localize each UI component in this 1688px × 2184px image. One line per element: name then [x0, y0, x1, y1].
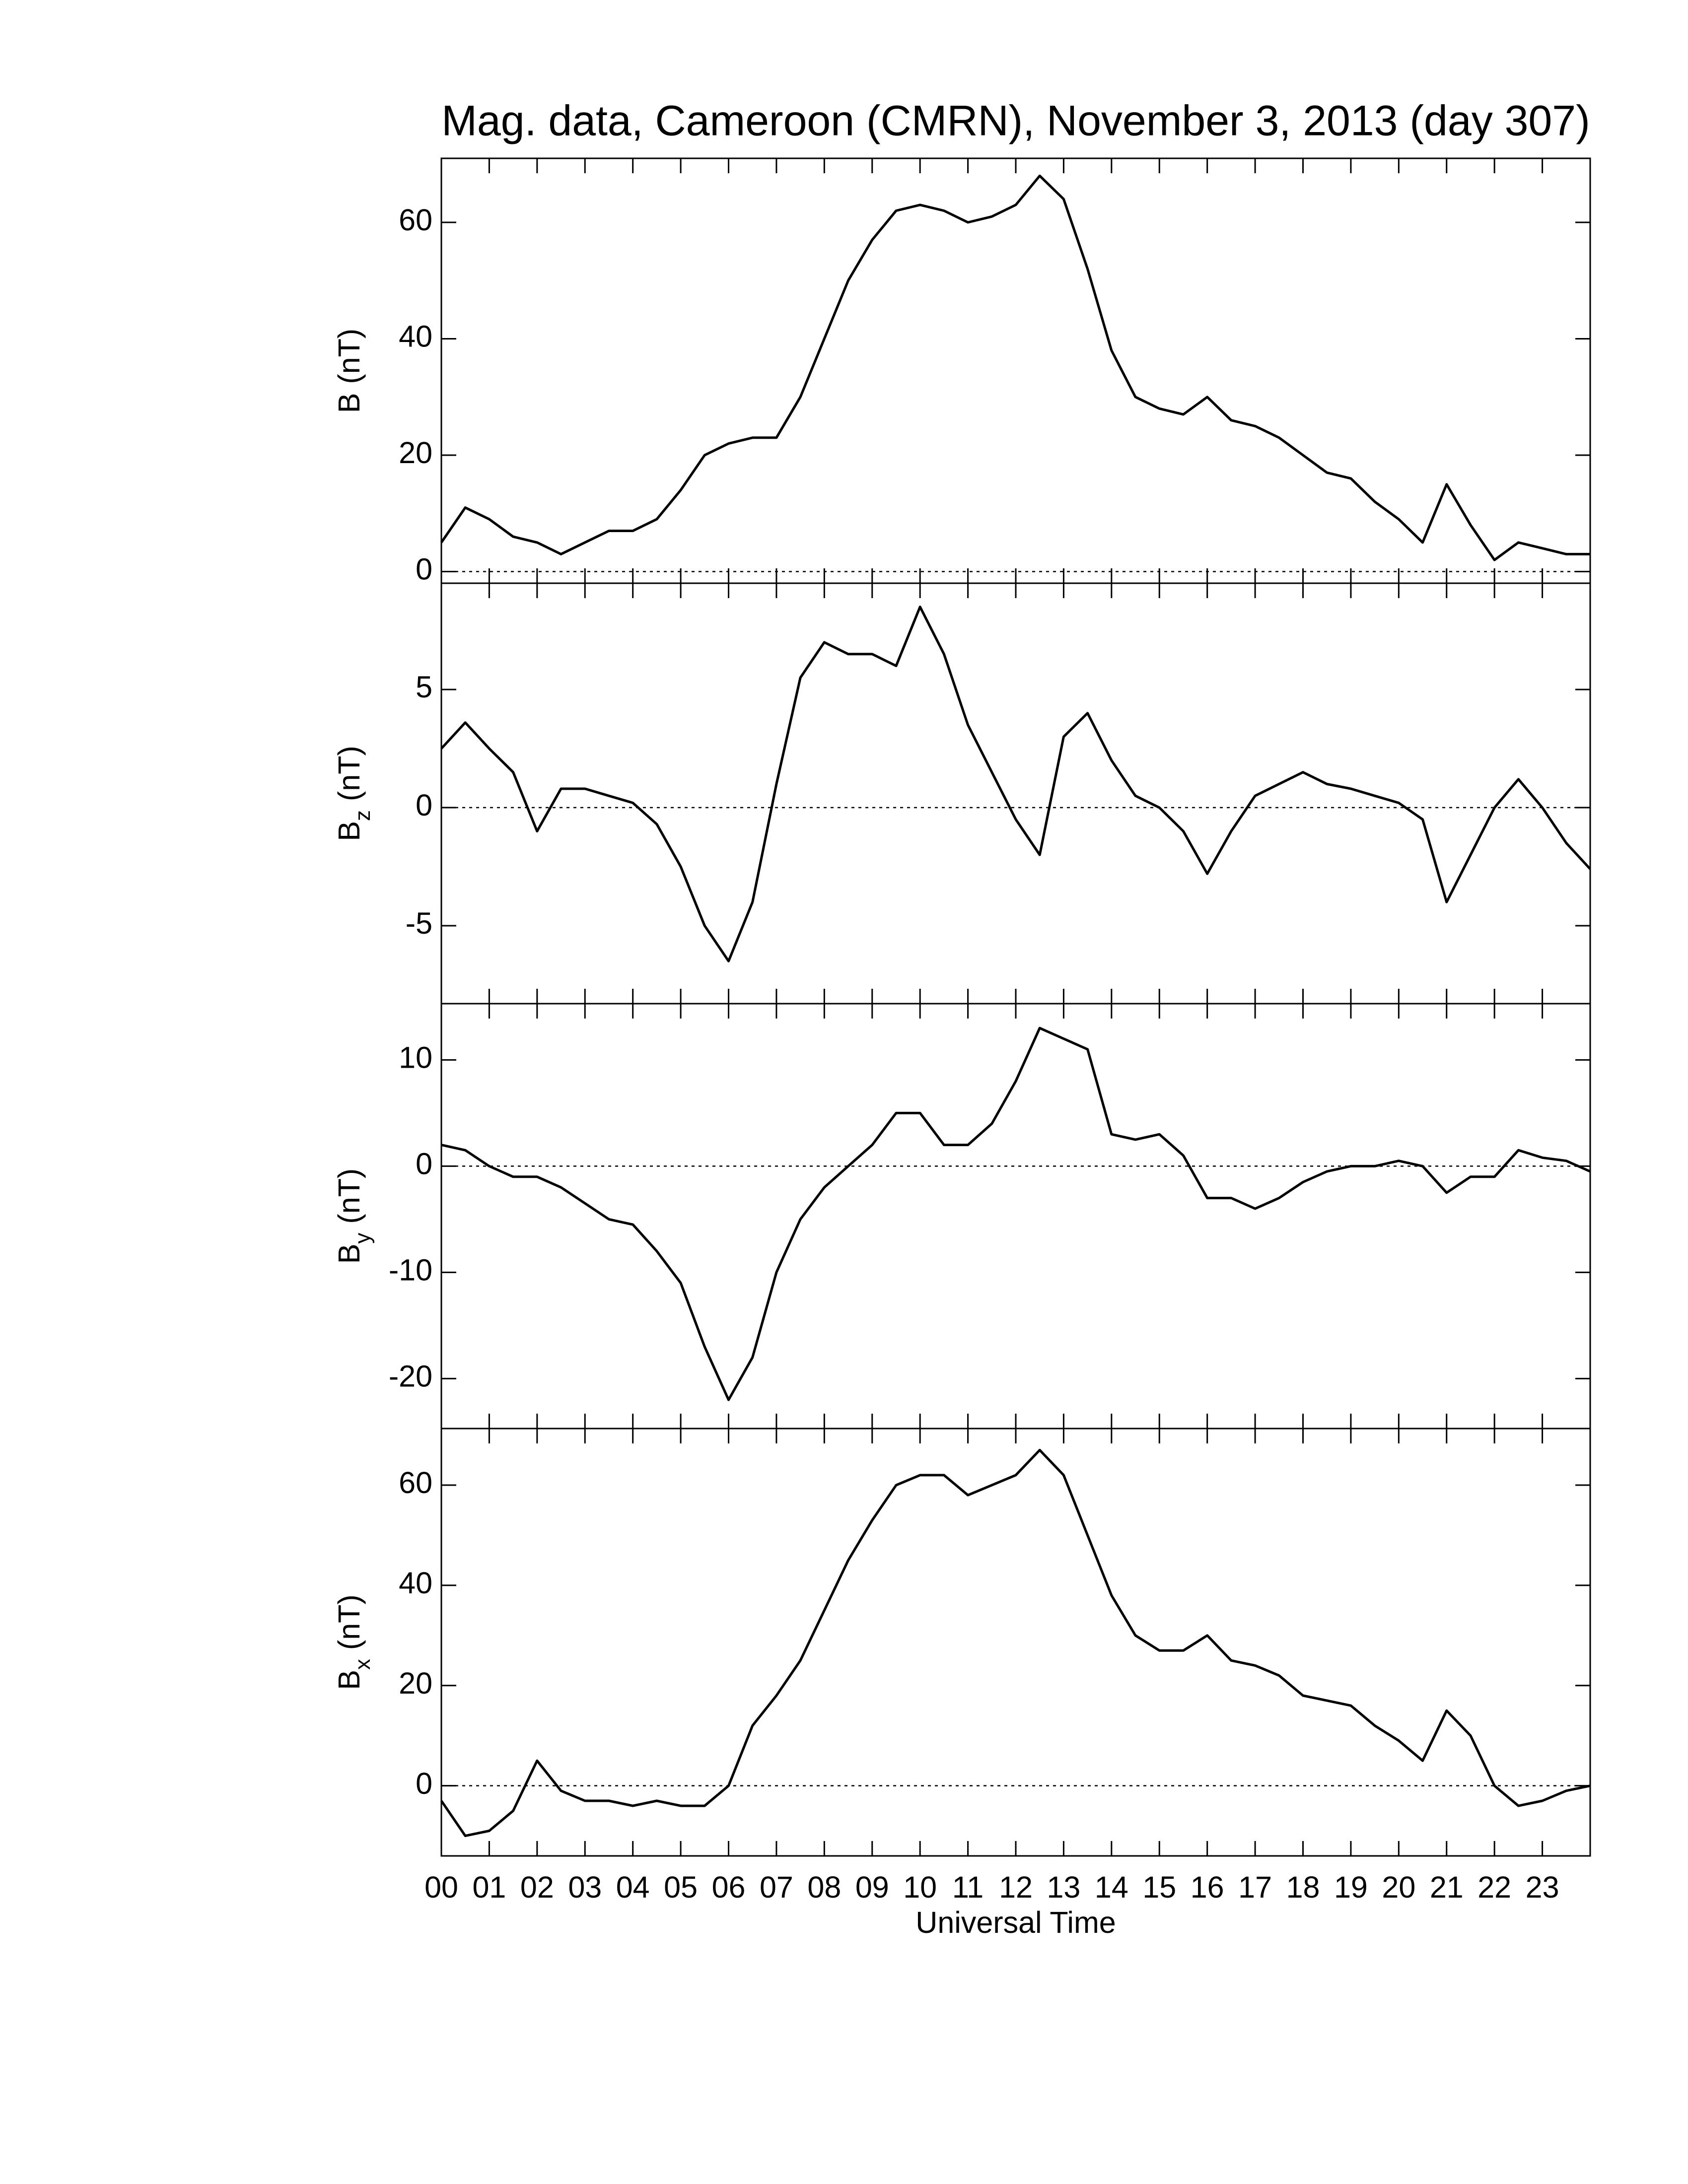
plot-frame [440, 157, 1591, 584]
y-axis-label-main: B [332, 393, 366, 413]
y-axis-label-unit: (nT) [332, 1594, 366, 1650]
y-tick-label: 0 [416, 1147, 432, 1181]
x-tick-label: 07 [760, 1870, 793, 1904]
x-tick-label: 20 [1382, 1870, 1415, 1904]
y-tick-label: 10 [399, 1041, 432, 1075]
x-tick-label: 15 [1142, 1870, 1176, 1904]
y-axis-label-sub: x [351, 1659, 375, 1670]
y-tick-label: 20 [399, 436, 432, 470]
x-tick-label: 17 [1238, 1870, 1272, 1904]
x-tick-label: 12 [999, 1870, 1033, 1904]
data-line [440, 1448, 1591, 1838]
chart-title: Mag. data, Cameroon (CMRN), November 3, … [441, 97, 1590, 145]
x-tick-label: 00 [424, 1870, 458, 1904]
x-tick-label: 23 [1526, 1870, 1559, 1904]
y-axis-label-unit: (nT) [332, 746, 366, 801]
x-tick-label: 03 [568, 1870, 602, 1904]
x-tick-label: 08 [807, 1870, 841, 1904]
y-axis-label: Bx (nT) [332, 1594, 375, 1690]
y-tick-label: -20 [389, 1360, 432, 1393]
y-axis-label-unit: (nT) [332, 329, 366, 384]
y-tick-label: 0 [416, 788, 432, 822]
x-tick-label: 14 [1095, 1870, 1128, 1904]
y-axis-label-sub: z [351, 810, 375, 821]
y-axis-label: By (nT) [332, 1168, 375, 1264]
x-tick-label: 10 [903, 1870, 937, 1904]
x-axis-label: Universal Time [915, 1906, 1116, 1939]
data-line [440, 606, 1591, 962]
y-axis-label: Bz (nT) [332, 746, 375, 841]
y-tick-label: 20 [399, 1666, 432, 1700]
y-tick-label: 40 [399, 1566, 432, 1600]
y-tick-label: 0 [416, 552, 432, 586]
y-axis-label: B (nT) [332, 329, 366, 413]
x-tick-label: 06 [712, 1870, 746, 1904]
y-axis-label-unit: (nT) [332, 1168, 366, 1224]
x-tick-label: 11 [952, 1870, 984, 1904]
x-tick-label: 19 [1334, 1870, 1368, 1904]
y-tick-label: -5 [406, 906, 432, 940]
y-axis-label-main: B [332, 1244, 366, 1264]
x-tick-label: 21 [1430, 1870, 1464, 1904]
y-tick-label: -10 [389, 1253, 432, 1287]
x-tick-label: 05 [664, 1870, 698, 1904]
plot-frame [440, 1003, 1591, 1430]
y-tick-label: 0 [416, 1767, 432, 1800]
x-tick-label: 13 [1047, 1870, 1080, 1904]
data-line [441, 1026, 1591, 1401]
y-axis-label-main: B [332, 821, 366, 841]
data-line [440, 174, 1590, 561]
x-tick-label: 02 [520, 1870, 554, 1904]
x-tick-label: 22 [1477, 1870, 1511, 1904]
x-tick-label: 01 [472, 1870, 506, 1904]
y-tick-label: 60 [399, 203, 432, 237]
y-tick-label: 5 [416, 670, 432, 704]
y-tick-label: 40 [399, 320, 432, 353]
x-tick-label: 16 [1191, 1870, 1224, 1904]
plot-frame [440, 582, 1591, 1005]
plot-frame [440, 1428, 1591, 1857]
y-tick-label: 60 [399, 1466, 432, 1500]
x-tick-label: 18 [1286, 1870, 1320, 1904]
y-axis-label-sub: y [351, 1233, 375, 1244]
x-tick-label: 09 [855, 1870, 889, 1904]
y-axis-label-main: B [332, 1670, 366, 1690]
x-tick-label: 04 [616, 1870, 650, 1904]
